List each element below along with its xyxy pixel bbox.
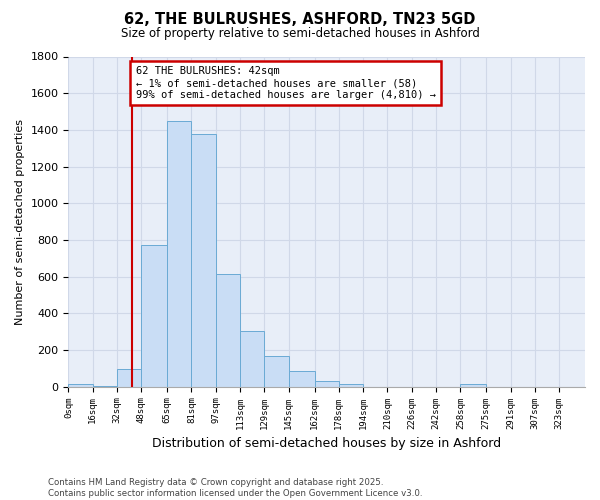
Text: 62, THE BULRUSHES, ASHFORD, TN23 5GD: 62, THE BULRUSHES, ASHFORD, TN23 5GD: [124, 12, 476, 28]
Y-axis label: Number of semi-detached properties: Number of semi-detached properties: [15, 118, 25, 324]
Bar: [216, 274, 240, 386]
Bar: [142, 244, 167, 386]
Text: 62 THE BULRUSHES: 42sqm
← 1% of semi-detached houses are smaller (58)
99% of sem: 62 THE BULRUSHES: 42sqm ← 1% of semi-det…: [136, 66, 436, 100]
Bar: [339, 384, 363, 386]
Text: Contains HM Land Registry data © Crown copyright and database right 2025.
Contai: Contains HM Land Registry data © Crown c…: [48, 478, 422, 498]
Bar: [167, 120, 191, 386]
X-axis label: Distribution of semi-detached houses by size in Ashford: Distribution of semi-detached houses by …: [152, 437, 501, 450]
Bar: [240, 330, 265, 386]
Bar: [117, 370, 142, 386]
Bar: [314, 381, 339, 386]
Bar: [460, 384, 486, 386]
Text: Size of property relative to semi-detached houses in Ashford: Size of property relative to semi-detach…: [121, 28, 479, 40]
Bar: [289, 371, 314, 386]
Bar: [265, 356, 289, 386]
Bar: [68, 384, 93, 386]
Bar: [191, 134, 216, 386]
